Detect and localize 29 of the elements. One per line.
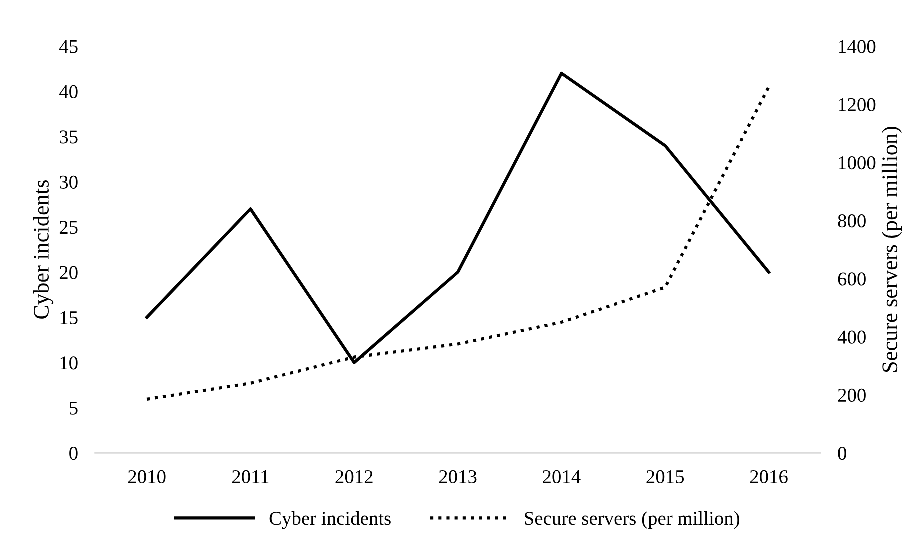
y-tick-label: 40 xyxy=(60,85,78,99)
y2-tick-label: 1000 xyxy=(839,156,876,170)
legend-label: Cyber incidents xyxy=(270,511,391,530)
y2-tick-label: 800 xyxy=(838,214,866,228)
y2-tick-label: 0 xyxy=(838,446,846,460)
x-tick-label: 2011 xyxy=(232,470,269,484)
y2-tick-label: 600 xyxy=(838,272,866,286)
y2-tick-label: 200 xyxy=(838,388,866,402)
y-tick-label: 45 xyxy=(60,40,78,54)
y-tick-label: 15 xyxy=(60,312,78,325)
y-tick-label: 30 xyxy=(60,176,78,189)
x-tick-label: 2012 xyxy=(336,470,373,484)
x-tick-label: 2010 xyxy=(128,470,166,484)
y2-tick-label: 400 xyxy=(838,330,866,344)
x-tick-label: 2015 xyxy=(646,470,684,484)
y-tick-label: 5 xyxy=(70,402,78,415)
y-tick-label: 10 xyxy=(60,356,78,370)
y2-tick-label: 1200 xyxy=(839,98,876,112)
y-tick-label: 35 xyxy=(60,130,78,144)
y-tick-label: 0 xyxy=(70,446,78,460)
x-tick-label: 2014 xyxy=(543,470,581,484)
legend-label: Secure servers (per million) xyxy=(525,511,740,530)
y-tick-label: 25 xyxy=(60,221,78,234)
y2-axis-title: Secure servers (per million) xyxy=(882,127,902,372)
y-tick-label: 20 xyxy=(60,266,78,280)
y-axis-title: Cyber incidents xyxy=(33,180,54,319)
x-tick-label: 2013 xyxy=(439,470,477,484)
y2-tick-label: 1400 xyxy=(839,40,876,54)
x-tick-label: 2016 xyxy=(750,470,788,484)
